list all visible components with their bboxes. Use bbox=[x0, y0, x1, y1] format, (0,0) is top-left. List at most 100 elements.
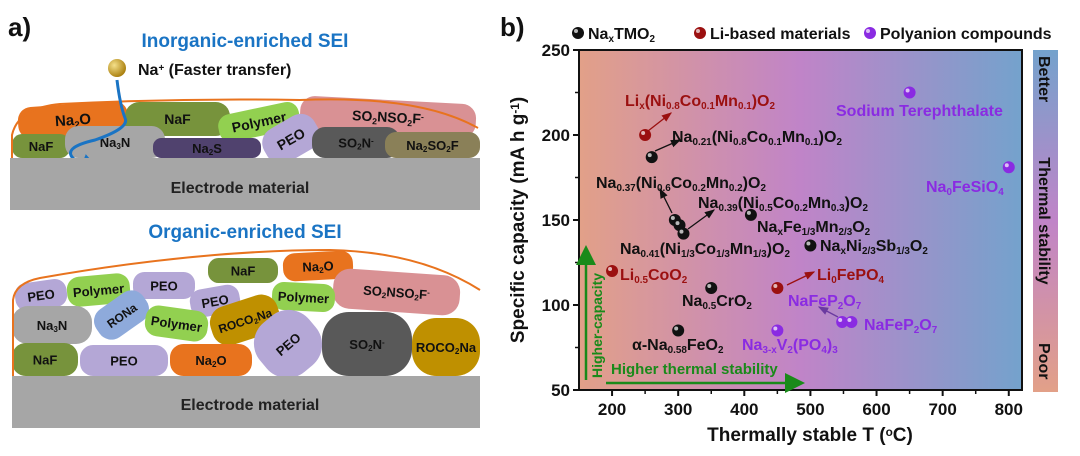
sei-component-label: ROCO2Na bbox=[416, 340, 477, 356]
sei-component-shape bbox=[253, 309, 323, 379]
data-points bbox=[606, 86, 1015, 337]
sei-component: PEO bbox=[262, 113, 320, 165]
data-label: NaFeP2O7 bbox=[788, 293, 862, 312]
sei-component: NaF bbox=[12, 134, 70, 158]
panel-b-chart: b) NaxTMO2 Li-based materials Polyanion co… bbox=[500, 12, 1058, 446]
data-label: Li0.5CoO2 bbox=[620, 267, 688, 286]
data-point bbox=[744, 208, 757, 221]
sei-component: PEO bbox=[14, 279, 68, 311]
annotation-arrow bbox=[647, 112, 673, 132]
sei-component-label: SO2N- bbox=[349, 337, 385, 353]
plot-background bbox=[578, 49, 1023, 391]
data-point bbox=[645, 151, 658, 164]
data-label: Na0.41(Ni1/3Co1/3Mn1/3)O2 bbox=[620, 241, 790, 260]
sei-outline bbox=[12, 248, 481, 376]
y-tick-label: 50 bbox=[551, 381, 570, 400]
sei-component: NaF bbox=[12, 343, 78, 376]
thermal-stability-scale bbox=[1033, 50, 1058, 392]
legend-label: NaxTMO2 bbox=[588, 26, 656, 45]
annotation-arrow bbox=[659, 187, 673, 214]
sei-component-shape bbox=[144, 305, 209, 342]
sei-component-shape bbox=[271, 281, 336, 313]
sei-component-label: Na2S bbox=[192, 141, 222, 157]
sei-component: PEO bbox=[133, 272, 195, 299]
sei-component-shape bbox=[218, 101, 300, 143]
sei-component-shape bbox=[170, 344, 252, 376]
organic-sei-components: PEO Polymer PEO NaF Na2O SO2NSO2F- PEO Polymer N… bbox=[12, 250, 480, 379]
x-tick-label: 200 bbox=[598, 400, 626, 419]
data-label: Na0.5CrO2 bbox=[682, 293, 752, 312]
data-point bbox=[845, 316, 858, 328]
higher-thermal-stability-label: Higher thermal stability bbox=[611, 361, 778, 378]
sei-component-label: Na2O bbox=[195, 353, 226, 369]
sei-component-shape bbox=[65, 126, 165, 158]
sei-component: Polymer bbox=[144, 305, 209, 342]
sei-component-label: SO2NSO2F- bbox=[363, 283, 431, 304]
sei-component-label: SO2NSO2F- bbox=[352, 107, 425, 128]
x-tick-label: 500 bbox=[796, 400, 824, 419]
sei-component-label: NaF bbox=[164, 111, 191, 127]
sodium-ion-label: Na+ (Faster transfer) bbox=[138, 62, 291, 79]
sei-component: Na2O bbox=[282, 250, 354, 282]
panel-a-label: a) bbox=[8, 12, 31, 42]
axes: 200 300 400 500 600 700 800 50 100 150 200 250 bbox=[542, 41, 1023, 419]
sei-component: PEO bbox=[253, 309, 323, 379]
scale-poor-label: Poor bbox=[1035, 343, 1052, 379]
sei-component: Na3N bbox=[65, 126, 165, 158]
sei-outline bbox=[11, 98, 479, 158]
data-label: Na0.37(Ni0.6Co0.2Mn0.2)O2 bbox=[596, 175, 766, 194]
higher-capacity-label: Higher-capacity bbox=[589, 273, 605, 378]
sei-component-label: Na2O bbox=[302, 258, 334, 276]
data-point bbox=[771, 324, 784, 337]
sei-component-label: PEO bbox=[26, 286, 55, 305]
sei-component: Na2O bbox=[170, 344, 252, 376]
sei-component-shape bbox=[153, 138, 261, 158]
sei-component-shape bbox=[385, 132, 480, 158]
legend-marker bbox=[864, 27, 876, 39]
y-tick-label: 250 bbox=[542, 41, 570, 60]
panel-a-diagram: a) Inorganic-enriched SEI Na+ (Faster tr… bbox=[8, 12, 481, 428]
sei-component-shape bbox=[12, 306, 92, 344]
sei-component: Polymer bbox=[66, 273, 131, 307]
sei-component-label: Na3N bbox=[37, 318, 68, 334]
x-tick-label: 800 bbox=[995, 400, 1023, 419]
annotation-arrow bbox=[817, 306, 839, 318]
sei-component-shape bbox=[412, 318, 480, 376]
sei-component-shape bbox=[12, 343, 78, 376]
annotation-arrow bbox=[687, 209, 716, 230]
legend-marker bbox=[694, 27, 706, 39]
sei-component-shape bbox=[208, 258, 278, 283]
panel-b-label: b) bbox=[500, 12, 525, 42]
data-label: α-Na0.58FeO2 bbox=[632, 337, 724, 356]
sei-component-shape bbox=[332, 268, 461, 316]
data-point bbox=[705, 282, 718, 294]
sei-component-label: Polymer bbox=[277, 289, 329, 307]
x-tick-label: 400 bbox=[730, 400, 758, 419]
legend: NaxTMO2 Li-based materials Polyanion compo… bbox=[572, 26, 1052, 45]
data-point bbox=[1002, 161, 1015, 174]
data-point bbox=[606, 265, 619, 277]
data-label: NaxNi2/3Sb1/3O2 bbox=[820, 238, 928, 257]
sei-component-label: NaF bbox=[231, 264, 256, 279]
inorganic-sei-title: Inorganic-enriched SEI bbox=[142, 31, 349, 52]
x-axis-label: Thermally stable T (oC) bbox=[707, 425, 913, 446]
sei-component-shape bbox=[322, 312, 412, 376]
sodium-ion-icon bbox=[108, 59, 126, 77]
y-tick-label: 200 bbox=[542, 126, 570, 145]
sei-component: PEO bbox=[80, 345, 168, 376]
sei-component-shape bbox=[80, 345, 168, 376]
sei-component-label: Na3N bbox=[100, 135, 131, 151]
annotation-arrow bbox=[786, 271, 816, 286]
y-tick-label: 100 bbox=[542, 296, 570, 315]
sei-component-label: SO2N- bbox=[338, 136, 374, 152]
sei-component-label: Na2SO2F bbox=[406, 138, 458, 154]
data-label: NaxFe1/3Mn2/3O2 bbox=[757, 219, 871, 238]
x-tick-label: 300 bbox=[664, 400, 692, 419]
data-point bbox=[639, 129, 652, 141]
data-point bbox=[771, 282, 784, 294]
electrode-label: Electrode material bbox=[171, 180, 310, 197]
scale-middle-label: Thermal stability bbox=[1035, 157, 1052, 284]
sei-component-shape bbox=[262, 113, 320, 165]
sei-component: SO2N- bbox=[312, 127, 400, 158]
